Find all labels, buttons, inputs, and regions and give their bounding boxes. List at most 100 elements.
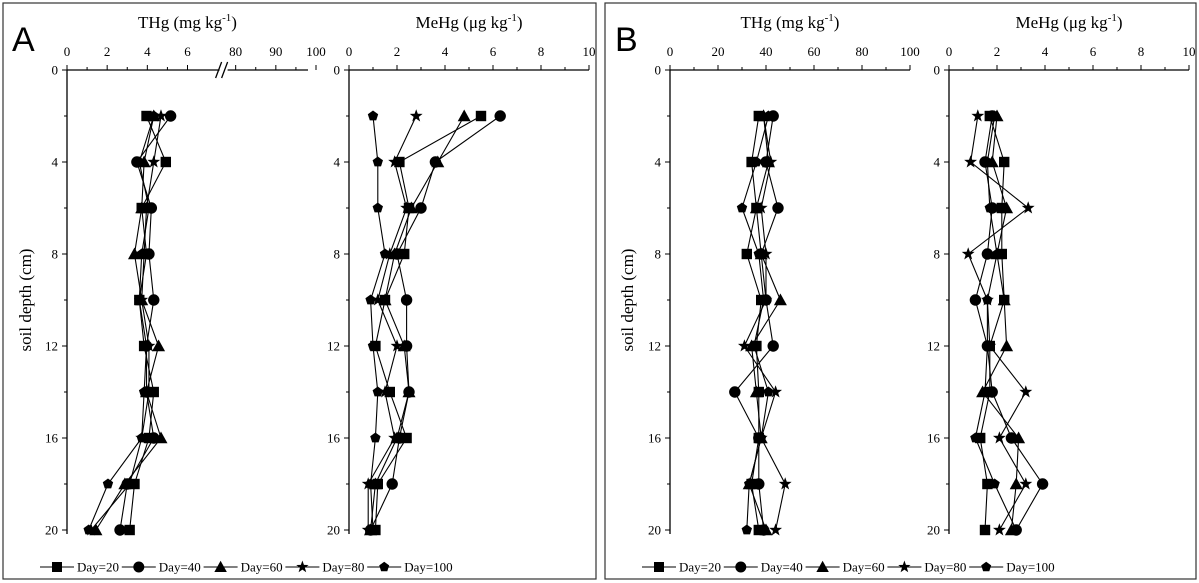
data-point [754, 201, 768, 214]
data-point [457, 109, 471, 122]
data-point [729, 386, 741, 398]
data-point [979, 386, 991, 397]
plot-a-mehg-y-tick-label: 8 [334, 247, 341, 262]
plot-a-mehg-y-tick-label: 4 [334, 155, 341, 170]
data-point [134, 294, 145, 305]
data-point [409, 109, 423, 122]
plot-b-mehg-y-tick-label: 12 [927, 339, 940, 354]
series-line [367, 115, 417, 530]
plot-b-mehg-series-day-100 [970, 110, 1022, 535]
plot-a-thg-x-tick-label: 90 [269, 44, 282, 59]
plot-a-thg-series-day-60 [89, 109, 168, 536]
data-point [384, 386, 395, 398]
data-point [134, 156, 145, 167]
data-point [964, 155, 978, 168]
data-point [751, 156, 762, 167]
plot-b-thg-x-tick-label: 40 [760, 44, 773, 59]
legend-item: Day=40 [723, 560, 803, 575]
series-line [967, 115, 1030, 531]
legend-marker-square [52, 562, 62, 572]
data-point [147, 155, 161, 168]
plot-a-thg-x-tick-label: 6 [184, 44, 191, 59]
legend-item: Day=20 [642, 560, 721, 575]
plot-b-thg-x-tick-label: 20 [712, 44, 725, 59]
data-point [1021, 201, 1035, 214]
plot-b-mehg-title: MeHg (μg kg-1) [1015, 12, 1122, 32]
plot-b-thg-x-tick-label: 80 [856, 44, 869, 59]
plot-b-thg-series-day-80 [737, 109, 792, 536]
plot-b-mehg-y-tick-label: 20 [927, 523, 940, 538]
legend-item: Day=80 [285, 560, 364, 575]
data-point [154, 431, 168, 444]
data-point [372, 386, 383, 397]
legend-panel-b: Day=20 Day=40 Day=60 Day=80 Day=100 [642, 560, 1055, 575]
series-line [979, 115, 1005, 531]
data-point [415, 202, 427, 214]
data-point [386, 478, 398, 490]
data-point [975, 432, 986, 444]
data-point [129, 478, 140, 490]
data-point [1019, 385, 1033, 398]
data-point [999, 156, 1010, 168]
plot-a-thg-y-tick-label: 8 [52, 247, 59, 262]
data-point [138, 386, 150, 397]
data-point [141, 340, 152, 351]
data-point [475, 110, 487, 122]
data-point [1019, 477, 1033, 490]
legend-label: Day=100 [404, 560, 453, 575]
data-point [992, 523, 1006, 536]
data-point [148, 294, 160, 306]
plot-b-mehg-series-day-40 [969, 110, 1049, 536]
data-point [746, 156, 757, 168]
plot-a-thg-title: THg (mg kg-1) [138, 12, 237, 32]
data-point [1009, 477, 1023, 490]
data-point [767, 340, 779, 352]
data-point [749, 385, 763, 398]
data-point [961, 247, 975, 260]
plot-a-thg-y-tick-label: 12 [45, 339, 58, 354]
plot-b-mehg-x-tick-label: 10 [1183, 44, 1196, 59]
data-point [378, 385, 392, 398]
plot-b-mehg-y-tick-label: 8 [934, 247, 941, 262]
plot-b-thg-x-tick-label: 100 [900, 44, 920, 59]
plot-b-mehg-series-day-80 [961, 109, 1035, 536]
legend-label: Day=40 [761, 560, 803, 575]
data-point [764, 155, 778, 168]
data-point [494, 110, 506, 122]
data-point [772, 202, 784, 214]
series-line [88, 115, 155, 531]
plot-a-mehg-x-tick-label: 8 [538, 44, 545, 59]
data-point [769, 385, 783, 398]
plot-b-thg-y-tick-label: 8 [655, 247, 662, 262]
data-point [984, 202, 995, 213]
data-point [400, 294, 413, 306]
plot-b-thg-x-tick-label: 0 [667, 44, 674, 59]
data-point [154, 109, 168, 122]
data-point [388, 431, 402, 444]
plot-a-mehg-x-tick-label: 2 [394, 44, 401, 59]
data-point [390, 339, 404, 352]
data-point [971, 109, 985, 122]
data-point [372, 202, 383, 213]
plot-b-thg-y-tick-label: 16 [648, 431, 662, 446]
plot-a-mehg-y-tick-label: 0 [334, 63, 341, 78]
legend-label: Day=100 [1006, 560, 1054, 575]
panel-b-letter: B [615, 21, 638, 59]
data-point [367, 524, 379, 535]
data-point [370, 432, 381, 443]
plot-b-mehg-x-tick-label: 2 [994, 44, 1001, 59]
series-line [370, 115, 465, 531]
plot-b-mehg-series-day-60 [976, 109, 1026, 536]
data-point [989, 478, 1000, 489]
data-point [367, 110, 379, 121]
data-point [758, 294, 769, 305]
data-point [394, 156, 405, 168]
legend-label: Day=60 [241, 560, 283, 575]
data-point [992, 431, 1006, 444]
plot-b-mehg-y-tick-label: 16 [927, 431, 941, 446]
plot-b-mehg: MeHg (μg kg-1) 0 2 4 6 8 10 0 4 8 12 16 20 [927, 12, 1196, 538]
plot-a-thg-x-tick-label: 2 [104, 44, 111, 59]
data-point [1011, 524, 1022, 535]
data-point [979, 524, 991, 536]
